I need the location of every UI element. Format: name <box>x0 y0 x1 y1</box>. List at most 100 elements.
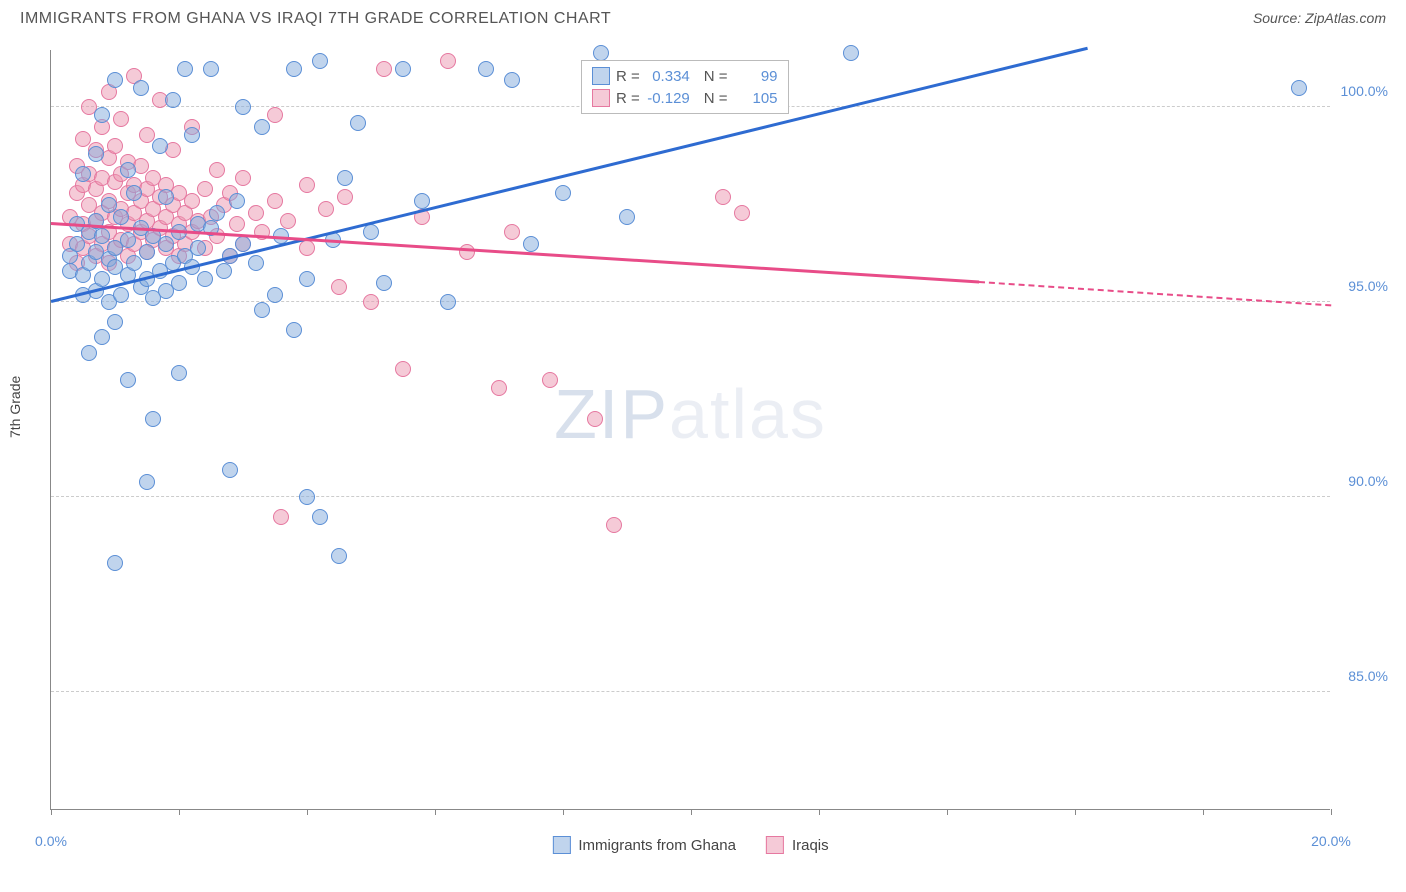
ghana-point <box>235 99 251 115</box>
y-tick-label: 100.0% <box>1341 83 1388 99</box>
x-tick-mark <box>1331 809 1332 815</box>
ghana-point <box>395 61 411 77</box>
ghana-point <box>152 138 168 154</box>
iraqi-point <box>197 181 213 197</box>
trend-line <box>51 47 1088 303</box>
x-tick-mark <box>563 809 564 815</box>
chart-title: IMMIGRANTS FROM GHANA VS IRAQI 7TH GRADE… <box>20 10 611 28</box>
iraqi-point <box>280 213 296 229</box>
ghana-point <box>101 197 117 213</box>
ghana-point <box>312 509 328 525</box>
r-value: -0.129 <box>646 90 690 107</box>
iraqi-point <box>376 61 392 77</box>
correlation-legend: R =0.334N =99R =-0.129N =105 <box>581 60 789 114</box>
x-tick-mark <box>307 809 308 815</box>
iraqi-swatch-icon <box>766 836 784 854</box>
r-label: R = <box>616 90 640 107</box>
x-tick-label: 20.0% <box>1311 833 1351 849</box>
legend-item-iraqi: Iraqis <box>766 836 829 854</box>
n-label: N = <box>704 90 728 107</box>
gridline-h <box>51 301 1330 302</box>
ghana-point <box>363 224 379 240</box>
ghana-point <box>619 209 635 225</box>
ghana-point <box>286 61 302 77</box>
iraqi-point <box>248 205 264 221</box>
ghana-point <box>190 240 206 256</box>
ghana-point <box>94 329 110 345</box>
iraqi-point <box>504 224 520 240</box>
ghana-point <box>177 61 193 77</box>
ghana-point <box>254 119 270 135</box>
r-label: R = <box>616 68 640 85</box>
ghana-point <box>184 127 200 143</box>
ghana-point <box>523 236 539 252</box>
iraqi-point <box>715 189 731 205</box>
ghana-point <box>267 287 283 303</box>
iraqi-swatch <box>592 89 610 107</box>
ghana-point <box>133 80 149 96</box>
ghana-point <box>158 236 174 252</box>
ghana-point <box>504 72 520 88</box>
ghana-point <box>555 185 571 201</box>
ghana-point <box>286 322 302 338</box>
source-attribution: Source: ZipAtlas.com <box>1253 10 1386 26</box>
y-tick-label: 90.0% <box>1348 473 1388 489</box>
n-label: N = <box>704 68 728 85</box>
ghana-point <box>165 92 181 108</box>
ghana-point <box>81 345 97 361</box>
ghana-point <box>94 228 110 244</box>
ghana-point <box>107 314 123 330</box>
ghana-point <box>235 236 251 252</box>
ghana-point <box>843 45 859 61</box>
y-axis-label: 7th Grade <box>7 376 23 438</box>
iraqi-point <box>318 201 334 217</box>
gridline-h <box>51 496 1330 497</box>
series-legend: Immigrants from GhanaIraqis <box>552 836 828 854</box>
ghana-point <box>376 275 392 291</box>
x-tick-mark <box>1203 809 1204 815</box>
legend-row-ghana: R = 0.334 N = 99 <box>592 65 778 87</box>
x-tick-mark <box>819 809 820 815</box>
iraqi-point <box>299 240 315 256</box>
ghana-swatch-icon <box>552 836 570 854</box>
legend-label: Iraqis <box>792 837 829 854</box>
r-value: 0.334 <box>646 68 690 85</box>
ghana-point <box>107 555 123 571</box>
ghana-point <box>312 53 328 69</box>
ghana-point <box>350 115 366 131</box>
iraqi-point <box>184 193 200 209</box>
iraqi-point <box>587 411 603 427</box>
ghana-point <box>113 287 129 303</box>
x-tick-mark <box>435 809 436 815</box>
iraqi-point <box>267 107 283 123</box>
n-value: 99 <box>734 68 778 85</box>
ghana-point <box>126 255 142 271</box>
x-tick-mark <box>51 809 52 815</box>
y-tick-label: 95.0% <box>1348 278 1388 294</box>
iraqi-point <box>267 193 283 209</box>
iraqi-point <box>107 138 123 154</box>
x-tick-mark <box>1075 809 1076 815</box>
ghana-point <box>158 189 174 205</box>
ghana-swatch <box>592 67 610 85</box>
ghana-point <box>299 271 315 287</box>
x-tick-mark <box>179 809 180 815</box>
iraqi-point <box>363 294 379 310</box>
ghana-point <box>209 205 225 221</box>
ghana-point <box>171 365 187 381</box>
x-tick-mark <box>947 809 948 815</box>
iraqi-point <box>459 244 475 260</box>
iraqi-point <box>139 127 155 143</box>
ghana-point <box>248 255 264 271</box>
ghana-point <box>1291 80 1307 96</box>
iraqi-point <box>491 380 507 396</box>
ghana-point <box>94 107 110 123</box>
ghana-point <box>593 45 609 61</box>
ghana-point <box>139 244 155 260</box>
ghana-point <box>254 302 270 318</box>
ghana-point <box>222 462 238 478</box>
ghana-point <box>88 146 104 162</box>
ghana-point <box>299 489 315 505</box>
iraqi-point <box>235 170 251 186</box>
gridline-h <box>51 691 1330 692</box>
